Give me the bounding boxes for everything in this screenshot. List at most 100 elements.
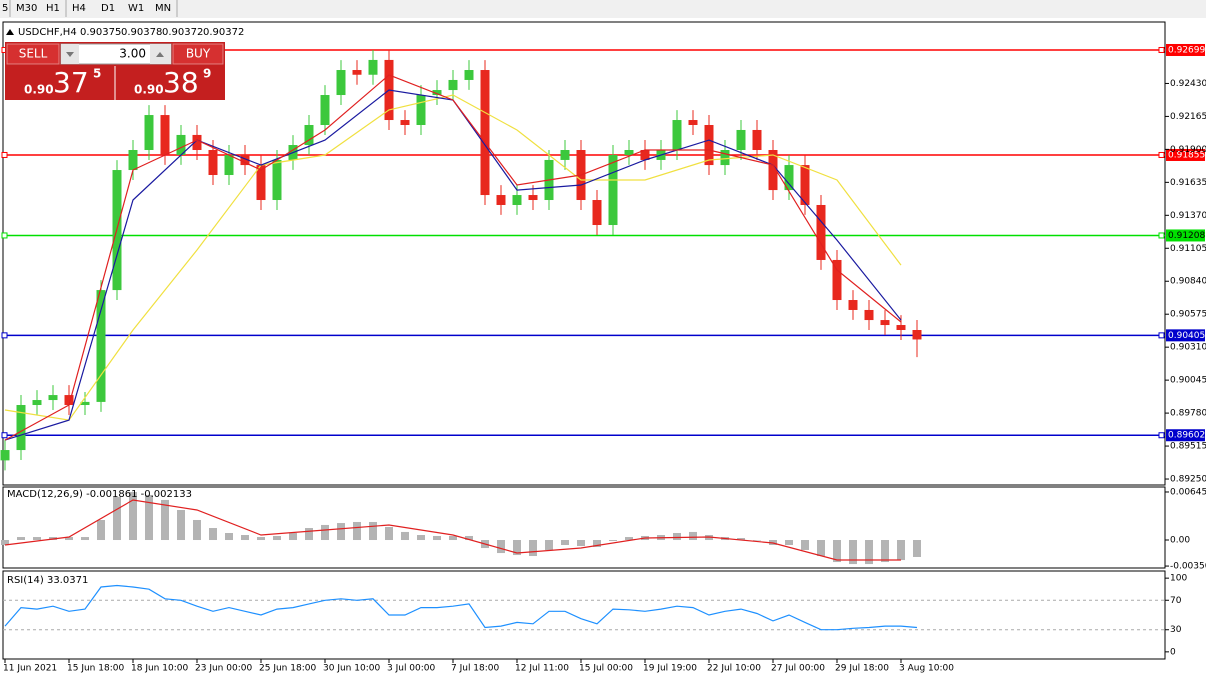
candle-body: [496, 195, 506, 205]
macd-bar: [897, 540, 905, 561]
sell-label: SELL: [19, 47, 48, 61]
level-handle: [1, 432, 8, 439]
y-tick-label: 0.92430: [1170, 79, 1206, 89]
candle-body: [0, 450, 10, 461]
macd-bar: [161, 499, 169, 541]
timeframe-tab[interactable]: MN: [155, 3, 171, 14]
timeframe-tab[interactable]: H1: [46, 3, 60, 14]
buy-pip: 9: [203, 67, 211, 81]
macd-bar: [593, 540, 601, 548]
candle-body: [304, 124, 314, 146]
macd-bar: [625, 537, 633, 541]
timeframe-tab[interactable]: 5: [2, 3, 8, 14]
macd-bar: [401, 531, 409, 541]
candle-body: [672, 120, 682, 151]
candle-body: [464, 70, 474, 80]
x-tick-label: 11 Jun 2021: [3, 664, 57, 674]
candle-body: [768, 150, 778, 191]
candle-body: [736, 129, 746, 151]
up-arrow: [156, 52, 164, 57]
level-label-bg: [1166, 329, 1205, 342]
rsi-panel: [2, 570, 1166, 660]
candle-body: [528, 195, 538, 201]
macd-bar: [801, 540, 809, 550]
buy-button[interactable]: [172, 43, 224, 65]
candle-body: [272, 159, 282, 201]
candle-body: [912, 330, 922, 340]
candle-body: [864, 309, 874, 321]
candle-body: [144, 115, 154, 151]
y-tick-label: 0.91635: [1170, 178, 1206, 188]
header-value: 0.90372: [162, 27, 203, 38]
macd-bar: [1, 540, 9, 545]
candle-body: [512, 195, 522, 205]
macd-bar: [353, 521, 361, 541]
candle-body: [880, 320, 890, 326]
buy-big: 0.90: [134, 83, 164, 97]
y-tick-label: 30: [1170, 625, 1182, 635]
collapse-icon[interactable]: [6, 29, 14, 35]
timeframe-tab[interactable]: D1: [101, 3, 115, 14]
candle-body: [816, 204, 826, 260]
candle-body: [368, 59, 378, 75]
y-tick-label: 0.90840: [1170, 277, 1206, 287]
indicator-line: [4, 499, 901, 561]
sell-button[interactable]: [6, 43, 60, 65]
macd-bar: [753, 540, 761, 541]
candle-body: [800, 165, 810, 205]
plots: 0.92699 0.91855 0.91208 0.90405 0.89602: [0, 43, 1205, 631]
level-handle: [1, 332, 8, 339]
macd-bar: [417, 535, 425, 541]
macd-bar: [81, 537, 89, 541]
x-tick-label: 25 Jun 18:00: [259, 664, 316, 674]
lots-value: 3.00: [119, 47, 146, 61]
x-tick-label: 18 Jun 10:00: [131, 664, 188, 674]
indicator-line: [4, 74, 902, 441]
macd-bar: [65, 537, 73, 541]
y-tick-label: 0.91105: [1170, 244, 1206, 254]
level-label: 0.92699: [1168, 45, 1205, 55]
timeframe-tab[interactable]: M30: [16, 3, 37, 14]
timeframe-tab[interactable]: H4: [72, 3, 86, 14]
macd-bar: [689, 531, 697, 541]
macd-bar: [529, 540, 537, 557]
level-handle: [1, 232, 8, 239]
macd-bar: [561, 540, 569, 545]
y-tick-label: 0.90310: [1170, 343, 1206, 353]
macd-bar: [513, 540, 521, 556]
level-label: 0.89602: [1168, 431, 1205, 441]
candle-body: [688, 120, 698, 125]
x-tick-label: 12 Jul 11:00: [515, 664, 569, 674]
level-label-bg: [1166, 148, 1205, 161]
level-handle: [1, 151, 8, 158]
level-label: 0.90405: [1168, 331, 1205, 341]
macd-bar: [785, 540, 793, 545]
timeframe-tab[interactable]: W1: [128, 3, 144, 14]
indicator-line: [4, 584, 918, 631]
level-handle: [1158, 232, 1165, 239]
trade-panel: SELL 3.00 BUY 0.90 37 5 0.90 38 9: [5, 42, 225, 100]
sell-main: 37: [53, 66, 89, 99]
macd-title: MACD(12,26,9) -0.001861 -0.002133: [7, 489, 192, 500]
candle-body: [400, 120, 410, 125]
candle-body: [624, 150, 634, 155]
candle-body: [176, 134, 186, 155]
candle-body: [16, 405, 26, 451]
level-label-bg: [1166, 43, 1205, 56]
candle-body: [848, 300, 858, 310]
x-tick-label: 15 Jul 00:00: [579, 664, 633, 674]
macd-bar: [305, 528, 313, 541]
rsi-title: RSI(14) 33.0371: [7, 575, 88, 586]
x-tick-label: 30 Jun 10:00: [323, 664, 380, 674]
macd-bar: [129, 491, 137, 541]
macd-bar: [193, 519, 201, 541]
candle-body: [784, 165, 794, 191]
sell-pip: 5: [93, 67, 101, 81]
chart-header: USDCHF,H4 0.90375 0.90378 0.90372 0.90372: [18, 27, 244, 38]
macd-bar: [865, 540, 873, 565]
level-handle: [1158, 332, 1165, 339]
candle-body: [720, 150, 730, 166]
macd-bar: [257, 537, 265, 541]
macd-bar: [433, 535, 441, 541]
